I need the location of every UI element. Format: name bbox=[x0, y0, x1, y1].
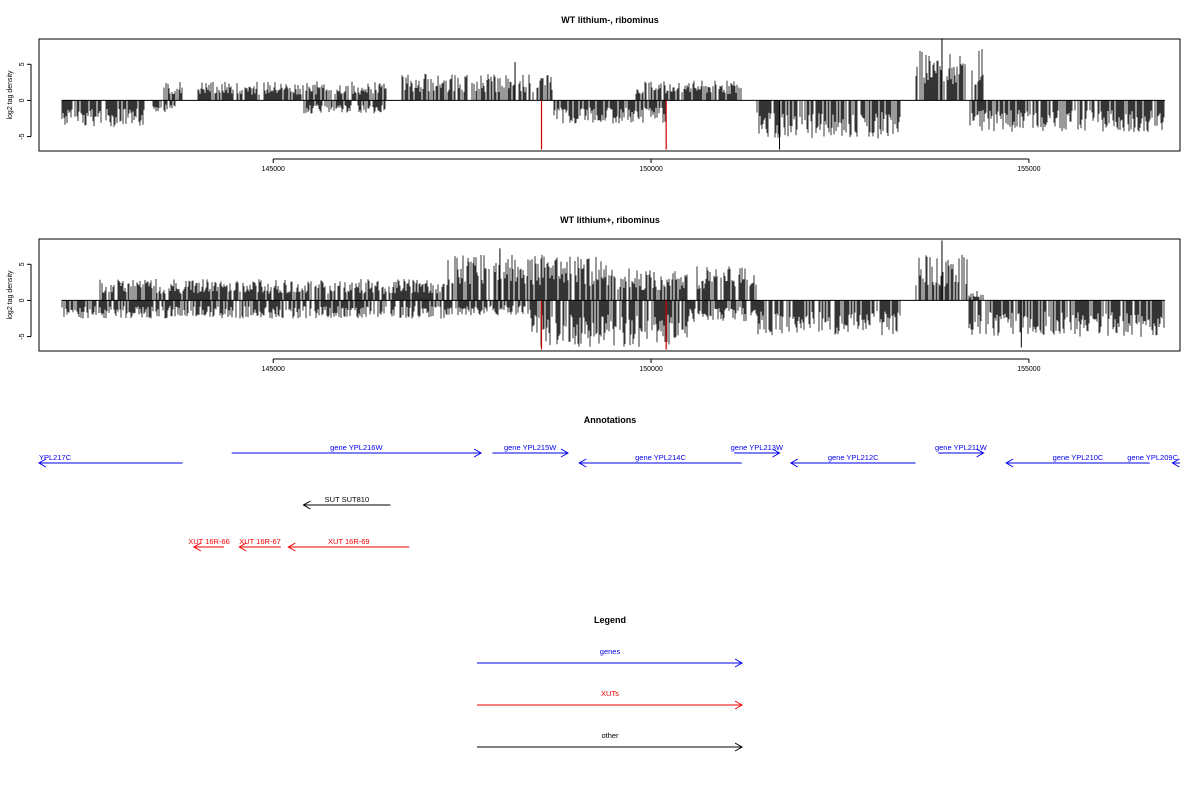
annotation-feature: gene YPL214C bbox=[578, 453, 742, 468]
arrow-head bbox=[192, 542, 202, 552]
annotation-label: gene YPL216W bbox=[330, 443, 383, 452]
annotation-label: XUT 16R-69 bbox=[328, 537, 370, 546]
panel-wt-lithium-plus: WT lithium+, ribominus 145000 150000 15500… bbox=[7, 215, 1181, 373]
y-tick-label: 5 bbox=[19, 62, 26, 66]
x-tick-label: 155000 bbox=[1017, 166, 1040, 173]
arrow-head bbox=[287, 542, 296, 552]
y-tick-label: 0 bbox=[19, 98, 26, 102]
annotation-feature: gene YPL211W bbox=[935, 443, 988, 458]
annotation-label: YPL217C bbox=[39, 453, 72, 462]
annotation-feature: XUT 16R-66 bbox=[188, 537, 230, 552]
annotation-items: YPL217C gene YPL216W gene YPL215W gene YPL2… bbox=[37, 443, 1180, 552]
legend-entry: XUTs bbox=[477, 689, 744, 710]
annotation-feature: gene YPL209C bbox=[1127, 453, 1180, 468]
arrow-head bbox=[976, 448, 985, 458]
y-axis-label: log2 tag density bbox=[7, 70, 14, 120]
y-tick-label: -5 bbox=[19, 333, 26, 339]
legend-label: XUTs bbox=[601, 689, 619, 698]
annotation-label: XUT 16R-67 bbox=[239, 537, 281, 546]
annotations-title: Annotations bbox=[584, 415, 637, 425]
arrow-head bbox=[734, 742, 744, 752]
annotation-feature: YPL217C bbox=[37, 453, 183, 468]
y-axis-label: log2 tag density bbox=[7, 270, 14, 320]
plot-frame bbox=[38, 38, 1181, 152]
annotation-feature: XUT 16R-67 bbox=[238, 537, 281, 552]
annotation-feature: XUT 16R-69 bbox=[287, 537, 410, 552]
y-tick-label: 5 bbox=[19, 262, 26, 266]
arrow-head bbox=[238, 542, 247, 552]
panel-title: WT lithium+, ribominus bbox=[560, 215, 660, 225]
arrow-head bbox=[1171, 458, 1180, 468]
legend-label: genes bbox=[600, 647, 621, 656]
panel-title: WT lithium-, ribominus bbox=[561, 15, 659, 25]
arrow-head bbox=[734, 700, 744, 710]
x-tick-label: 145000 bbox=[262, 366, 285, 373]
legend-title: Legend bbox=[594, 615, 626, 625]
arrow-head bbox=[560, 448, 569, 458]
annotation-label: gene YPL212C bbox=[828, 453, 879, 462]
annotation-feature: gene YPL216W bbox=[231, 443, 483, 458]
annotation-feature: gene YPL213W bbox=[731, 443, 784, 458]
y-tick-label: -5 bbox=[19, 133, 26, 139]
arrow-head bbox=[473, 448, 483, 458]
axes: 145000 150000 155000 -5 0 5 bbox=[19, 262, 1041, 373]
annotation-feature: gene YPL215W bbox=[492, 443, 569, 458]
legend-label: other bbox=[601, 731, 619, 740]
y-tick-label: 0 bbox=[19, 298, 26, 302]
x-tick-label: 155000 bbox=[1017, 366, 1040, 373]
arrow-head bbox=[578, 458, 587, 468]
annotation-label: gene YPL210C bbox=[1053, 453, 1104, 462]
legend-items: genes XUTs other bbox=[477, 647, 744, 752]
legend-entry: genes bbox=[477, 647, 744, 668]
annotation-label: gene YPL213W bbox=[731, 443, 784, 452]
annotation-label: SUT SUT810 bbox=[325, 495, 369, 504]
arrow-head bbox=[1005, 458, 1014, 468]
x-tick-label: 145000 bbox=[262, 166, 285, 173]
annotation-label: gene YPL214C bbox=[635, 453, 686, 462]
arrow-head bbox=[734, 658, 744, 668]
panel-wt-lithium-minus: WT lithium-, ribominus 145000 150000 15500… bbox=[7, 15, 1181, 173]
arrow-head bbox=[37, 458, 47, 468]
annotation-label: gene YPL211W bbox=[935, 443, 988, 452]
annotation-feature: gene YPL212C bbox=[789, 453, 916, 468]
arrow-head bbox=[789, 458, 799, 468]
annotation-label: gene YPL215W bbox=[504, 443, 557, 452]
annotation-feature: gene YPL210C bbox=[1005, 453, 1150, 468]
annotations-track: Annotations YPL217C gene YPL216W gene YPL2… bbox=[37, 415, 1180, 552]
signal-bars bbox=[61, 38, 1165, 150]
x-tick-label: 150000 bbox=[639, 166, 662, 173]
plot-frame bbox=[38, 238, 1181, 352]
annotation-label: gene YPL209C bbox=[1127, 453, 1178, 462]
signal-bars bbox=[61, 240, 1165, 350]
annotation-label: XUT 16R-66 bbox=[188, 537, 230, 546]
legend-entry: other bbox=[477, 731, 744, 752]
arrow-head bbox=[772, 448, 781, 458]
arrow-head bbox=[302, 500, 311, 510]
annotation-feature: SUT SUT810 bbox=[302, 495, 391, 510]
x-tick-label: 150000 bbox=[639, 366, 662, 373]
legend: Legend genes XUTs other bbox=[477, 615, 744, 752]
axes: 145000 150000 155000 -5 0 5 bbox=[19, 62, 1041, 173]
